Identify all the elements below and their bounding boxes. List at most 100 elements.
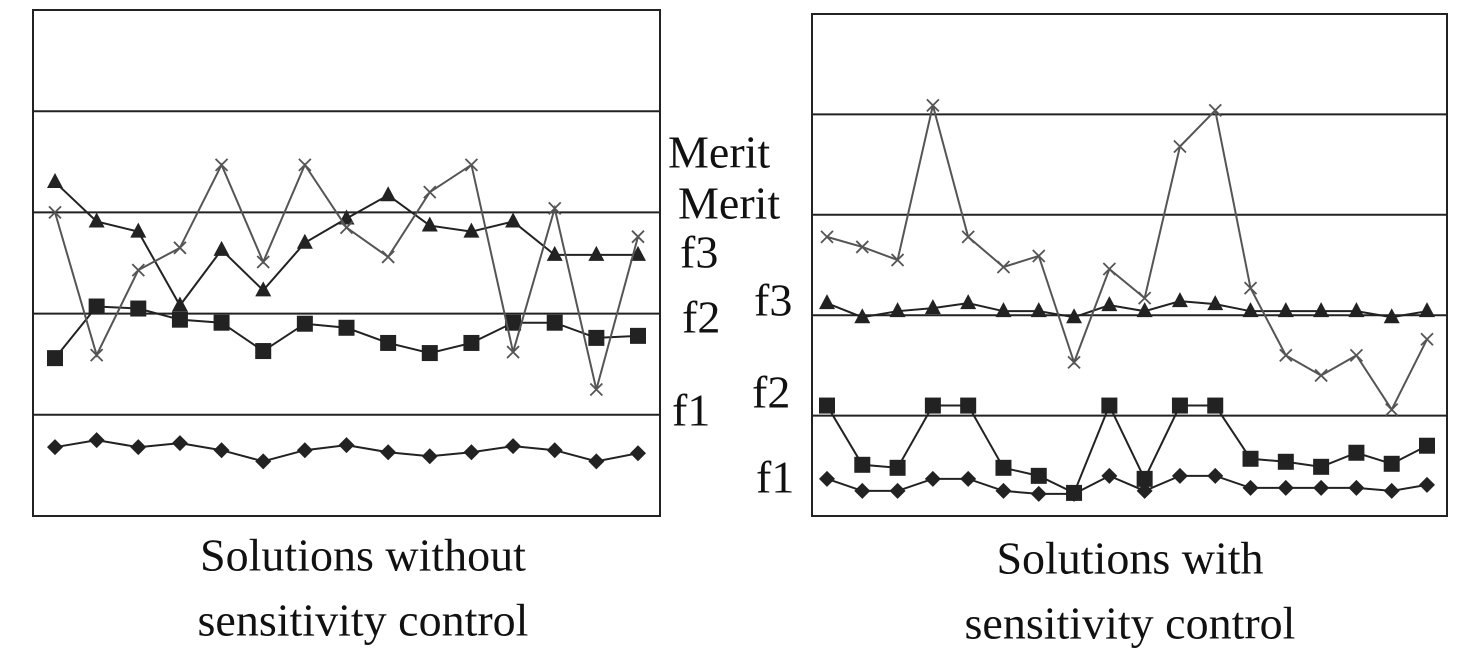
marker-square [421, 345, 438, 362]
marker-triangle [213, 240, 230, 256]
marker-cross [589, 382, 603, 397]
marker-square [171, 311, 188, 328]
marker-triangle [1313, 302, 1330, 318]
marker-cross [381, 250, 395, 264]
marker-square [1101, 397, 1118, 414]
series-label: Merit [668, 127, 770, 178]
marker-diamond [255, 453, 272, 470]
marker-square [1171, 397, 1188, 414]
marker-diamond [171, 435, 188, 452]
marker-diamond [854, 482, 871, 499]
marker-cross [339, 220, 354, 235]
marker-square [924, 397, 941, 414]
marker-diamond [1171, 467, 1188, 484]
marker-square [630, 327, 646, 344]
marker-diamond [338, 437, 355, 454]
marker-cross [1243, 281, 1258, 295]
marker-triangle [1030, 302, 1047, 318]
marker-square [380, 334, 397, 351]
marker-diamond [1419, 476, 1435, 493]
marker-diamond [1277, 479, 1294, 496]
marker-cross [548, 201, 562, 215]
marker-cross [1279, 348, 1293, 362]
marker-triangle [854, 308, 871, 324]
caption: sensitivity control [198, 595, 529, 646]
marker-square [819, 397, 835, 414]
marker-triangle [588, 245, 605, 261]
marker-triangle [1171, 292, 1188, 308]
marker-square [1348, 444, 1365, 461]
marker-cross [890, 253, 905, 267]
marker-cross [1102, 262, 1116, 276]
marker-square [1207, 397, 1224, 414]
series-label: f3 [680, 227, 718, 278]
marker-diamond [1136, 482, 1153, 499]
caption: Solutions with [996, 533, 1263, 584]
series-label: f2 [682, 292, 720, 343]
marker-diamond [130, 439, 147, 456]
marker-triangle [505, 212, 522, 228]
plot-frame [32, 9, 661, 517]
marker-cross [1349, 348, 1364, 362]
marker-square [960, 397, 977, 414]
marker-square [546, 314, 563, 331]
marker-triangle [255, 281, 272, 297]
marker-triangle [171, 296, 188, 312]
marker-cross [48, 205, 62, 220]
marker-cross [464, 158, 479, 172]
marker-diamond [1030, 485, 1047, 502]
marker-triangle [1136, 302, 1153, 318]
marker-diamond [924, 470, 941, 487]
marker-cross [506, 345, 520, 359]
caption: Solutions without [200, 530, 526, 581]
marker-triangle [1383, 308, 1400, 324]
marker-triangle [1419, 302, 1435, 318]
marker-diamond [1313, 479, 1330, 496]
marker-diamond [889, 482, 906, 499]
series-line [826, 474, 1428, 495]
marker-square [255, 343, 272, 360]
marker-cross [820, 230, 834, 244]
marker-triangle [88, 212, 105, 228]
marker-triangle [1277, 302, 1294, 318]
marker-cross [423, 185, 437, 199]
marker-square [1066, 484, 1083, 501]
marker-square [1030, 467, 1047, 484]
marker-square [88, 298, 105, 315]
marker-triangle [995, 302, 1012, 318]
marker-cross [298, 158, 312, 172]
marker-triangle [924, 299, 941, 315]
marker-square [854, 456, 871, 473]
marker-cross [214, 158, 229, 172]
marker-square [296, 315, 313, 332]
marker-triangle [47, 173, 63, 189]
marker-square [995, 459, 1012, 476]
marker-triangle [889, 302, 906, 318]
marker-triangle [1207, 295, 1224, 311]
marker-cross [1067, 355, 1081, 370]
marker-square [889, 459, 906, 476]
marker-square [505, 314, 522, 331]
caption: sensitivity control [965, 598, 1296, 649]
marker-diamond [296, 442, 313, 459]
marker-triangle [819, 294, 835, 310]
marker-cross [996, 260, 1011, 274]
marker-diamond [421, 448, 438, 465]
marker-square [588, 329, 605, 346]
marker-cross [631, 230, 645, 244]
marker-cross [1032, 249, 1046, 263]
marker-triangle [960, 294, 977, 310]
marker-square [463, 334, 480, 351]
marker-diamond [630, 445, 646, 462]
marker-cross [173, 241, 187, 255]
marker-triangle [1242, 302, 1259, 318]
plot-frame [811, 13, 1448, 517]
marker-diamond [47, 439, 63, 456]
marker-square [1383, 455, 1400, 472]
marker-diamond [463, 444, 480, 461]
marker-cross [1173, 139, 1187, 154]
marker-triangle [1066, 308, 1083, 324]
marker-triangle [463, 222, 480, 238]
series-line [54, 162, 639, 390]
